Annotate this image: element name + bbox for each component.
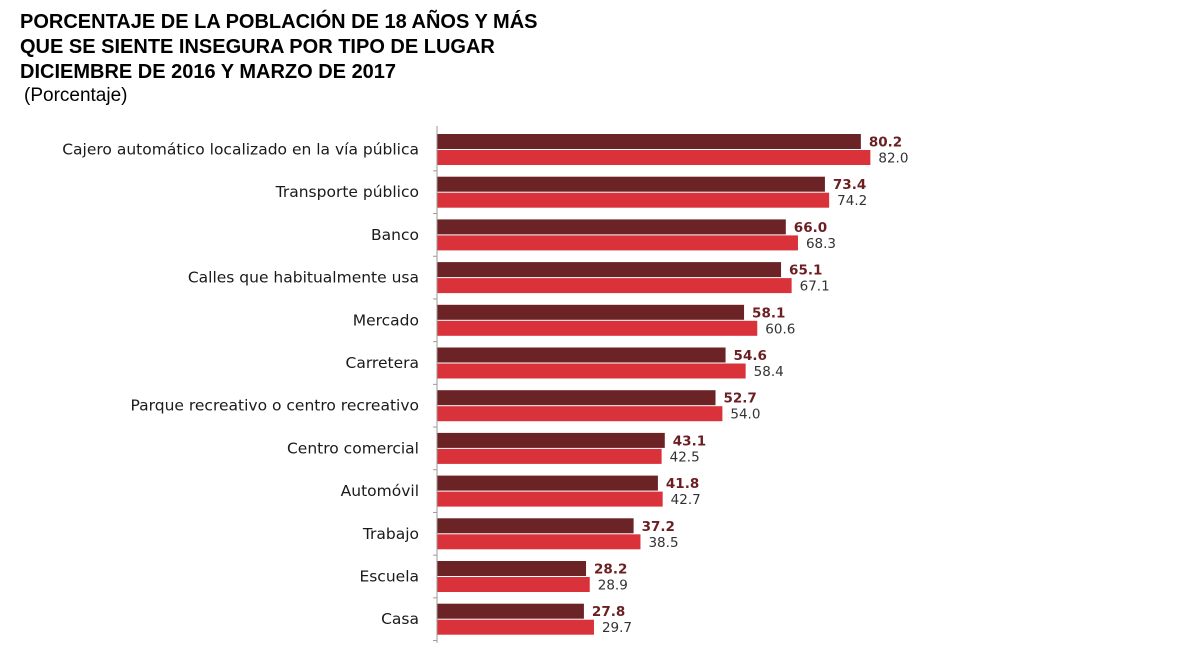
category-label: Mercado — [353, 311, 419, 329]
data-label-diciembre-2016: 27.8 — [592, 604, 625, 620]
bar-marzo-2017 — [437, 363, 746, 379]
bar-marzo-2017 — [437, 491, 663, 507]
bar-diciembre-2016 — [437, 561, 587, 576]
bar-diciembre-2016 — [437, 262, 782, 278]
data-label-diciembre-2016: 52.7 — [724, 391, 757, 407]
data-label-marzo-2017: 58.4 — [754, 364, 784, 380]
data-label-marzo-2017: 29.7 — [602, 620, 632, 636]
bar-diciembre-2016 — [437, 390, 716, 406]
data-label-diciembre-2016: 65.1 — [789, 263, 822, 279]
bar-marzo-2017 — [437, 235, 798, 251]
category-label: Trabajo — [362, 525, 419, 543]
bar-diciembre-2016 — [437, 347, 726, 363]
bar-diciembre-2016 — [437, 176, 825, 192]
chart-title-line-2: QUE SE SIENTE INSEGURA POR TIPO DE LUGAR — [20, 36, 495, 58]
data-label-diciembre-2016: 54.6 — [734, 348, 767, 364]
chart-title-line-3: DICIEMBRE DE 2016 Y MARZO DE 2017 — [20, 61, 397, 83]
bar-diciembre-2016 — [437, 134, 861, 149]
bar-marzo-2017 — [437, 619, 594, 635]
bar-marzo-2017 — [437, 192, 830, 208]
data-label-diciembre-2016: 37.2 — [642, 519, 675, 535]
category-label: Parque recreativo o centro recreativo — [130, 397, 419, 415]
data-label-marzo-2017: 28.9 — [598, 578, 628, 594]
data-label-marzo-2017: 42.5 — [670, 449, 700, 465]
data-label-marzo-2017: 42.7 — [671, 492, 701, 508]
category-label: Banco — [371, 226, 419, 244]
bar-marzo-2017 — [437, 278, 792, 294]
chart-subtitle: (Porcentaje) — [24, 85, 128, 106]
bar-marzo-2017 — [437, 320, 758, 336]
category-label: Cajero automático localizado en la vía p… — [62, 141, 419, 159]
data-label-diciembre-2016: 28.2 — [594, 562, 627, 578]
bar-diciembre-2016 — [437, 475, 658, 491]
category-label: Escuela — [359, 568, 419, 586]
data-label-marzo-2017: 74.2 — [837, 193, 867, 209]
data-label-marzo-2017: 60.6 — [765, 321, 795, 337]
bar-marzo-2017 — [437, 406, 723, 422]
category-label: Casa — [381, 610, 419, 628]
category-label: Carretera — [346, 354, 419, 372]
category-label: Transporte público — [275, 183, 419, 201]
category-label: Calles que habitualmente usa — [188, 269, 419, 287]
bar-marzo-2017 — [437, 534, 641, 550]
bar-diciembre-2016 — [437, 518, 634, 534]
data-label-diciembre-2016: 41.8 — [666, 476, 699, 492]
data-label-marzo-2017: 67.1 — [800, 279, 830, 295]
chart-title-block: PORCENTAJE DE LA POBLACIÓN DE 18 AÑOS Y … — [20, 10, 538, 107]
bar-diciembre-2016 — [437, 304, 745, 320]
data-label-marzo-2017: 54.0 — [730, 407, 760, 423]
data-label-marzo-2017: 68.3 — [806, 236, 836, 252]
data-label-diciembre-2016: 66.0 — [794, 220, 827, 236]
data-label-diciembre-2016: 43.1 — [673, 433, 706, 449]
data-label-diciembre-2016: 73.4 — [833, 177, 866, 193]
bar-marzo-2017 — [437, 150, 871, 165]
bar-diciembre-2016 — [437, 432, 665, 448]
category-label: Automóvil — [341, 482, 419, 500]
bar-marzo-2017 — [437, 448, 662, 464]
data-label-diciembre-2016: 58.1 — [752, 305, 785, 321]
data-label-marzo-2017: 82.0 — [878, 151, 908, 167]
chart-title-line-1: PORCENTAJE DE LA POBLACIÓN DE 18 AÑOS Y … — [20, 11, 538, 33]
bar-diciembre-2016 — [437, 603, 584, 619]
data-label-marzo-2017: 38.5 — [648, 535, 678, 551]
category-label: Centro comercial — [287, 439, 419, 457]
bar-diciembre-2016 — [437, 219, 786, 235]
bar-marzo-2017 — [437, 577, 590, 592]
data-label-diciembre-2016: 80.2 — [869, 135, 902, 151]
